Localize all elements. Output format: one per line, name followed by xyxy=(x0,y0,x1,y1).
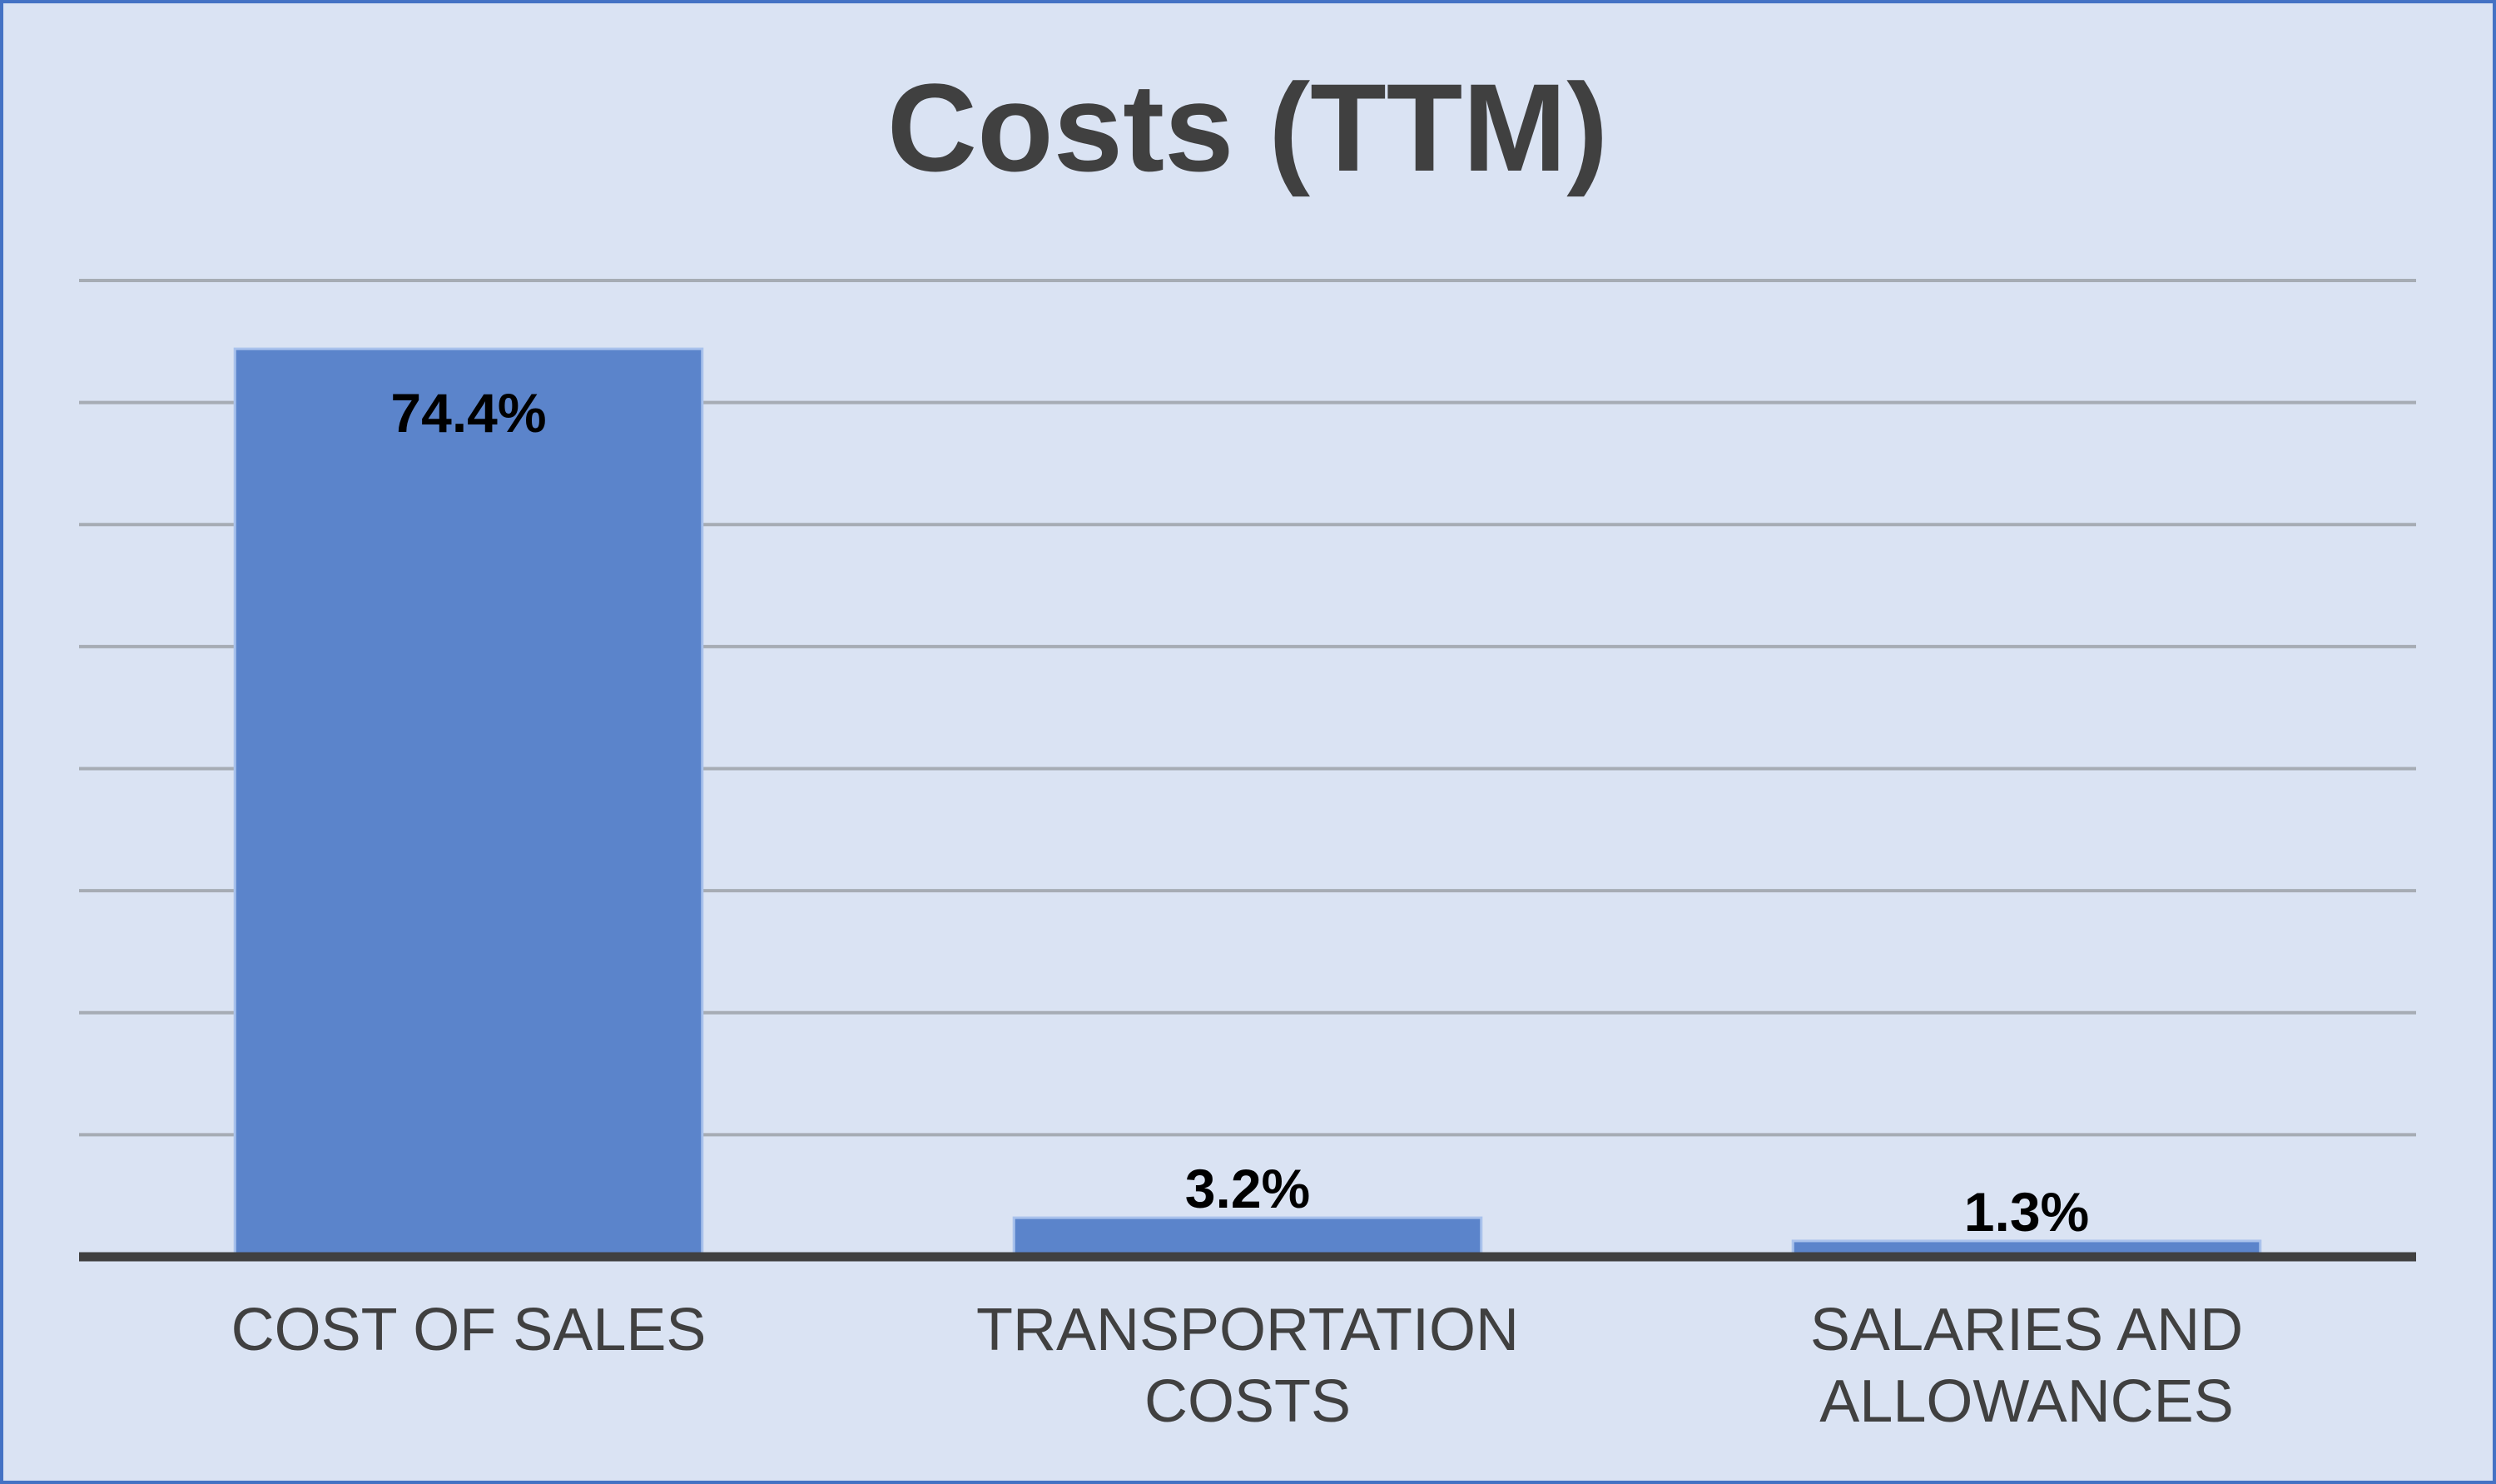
category-label: COST OF SALES xyxy=(231,1297,707,1363)
category-label: SALARIES AND xyxy=(1810,1297,2243,1363)
category-label: COSTS xyxy=(1144,1368,1351,1435)
chart-title: Costs (TTM) xyxy=(887,57,1609,197)
category-label: TRANSPORTATION xyxy=(976,1297,1519,1363)
bars xyxy=(233,347,2262,1258)
bar xyxy=(1012,1216,1483,1258)
bar xyxy=(233,347,704,1258)
data-labels: 74.4% 3.2% 1.3% xyxy=(390,382,2089,1243)
data-label: 1.3% xyxy=(1964,1181,2089,1243)
data-label: 3.2% xyxy=(1185,1158,1310,1219)
category-label: ALLOWANCES xyxy=(1819,1368,2233,1435)
data-label: 74.4% xyxy=(390,382,546,444)
